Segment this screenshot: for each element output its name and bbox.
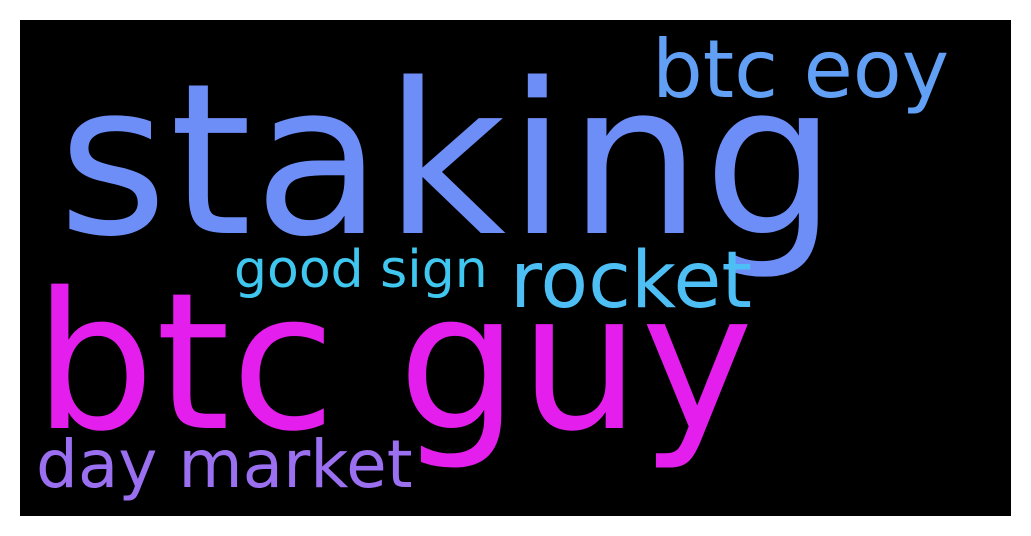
word-good-sign: good sign [234,240,488,300]
word-btc-eoy: btc eoy [652,23,950,116]
word-day-market: day market [36,426,413,503]
word-cloud-canvas: btc eoy staking good sign rocket btc guy… [20,20,1011,516]
word-staking: staking [58,38,839,283]
word-btc-guy: btc guy [34,252,755,473]
word-rocket: rocket [510,236,752,326]
